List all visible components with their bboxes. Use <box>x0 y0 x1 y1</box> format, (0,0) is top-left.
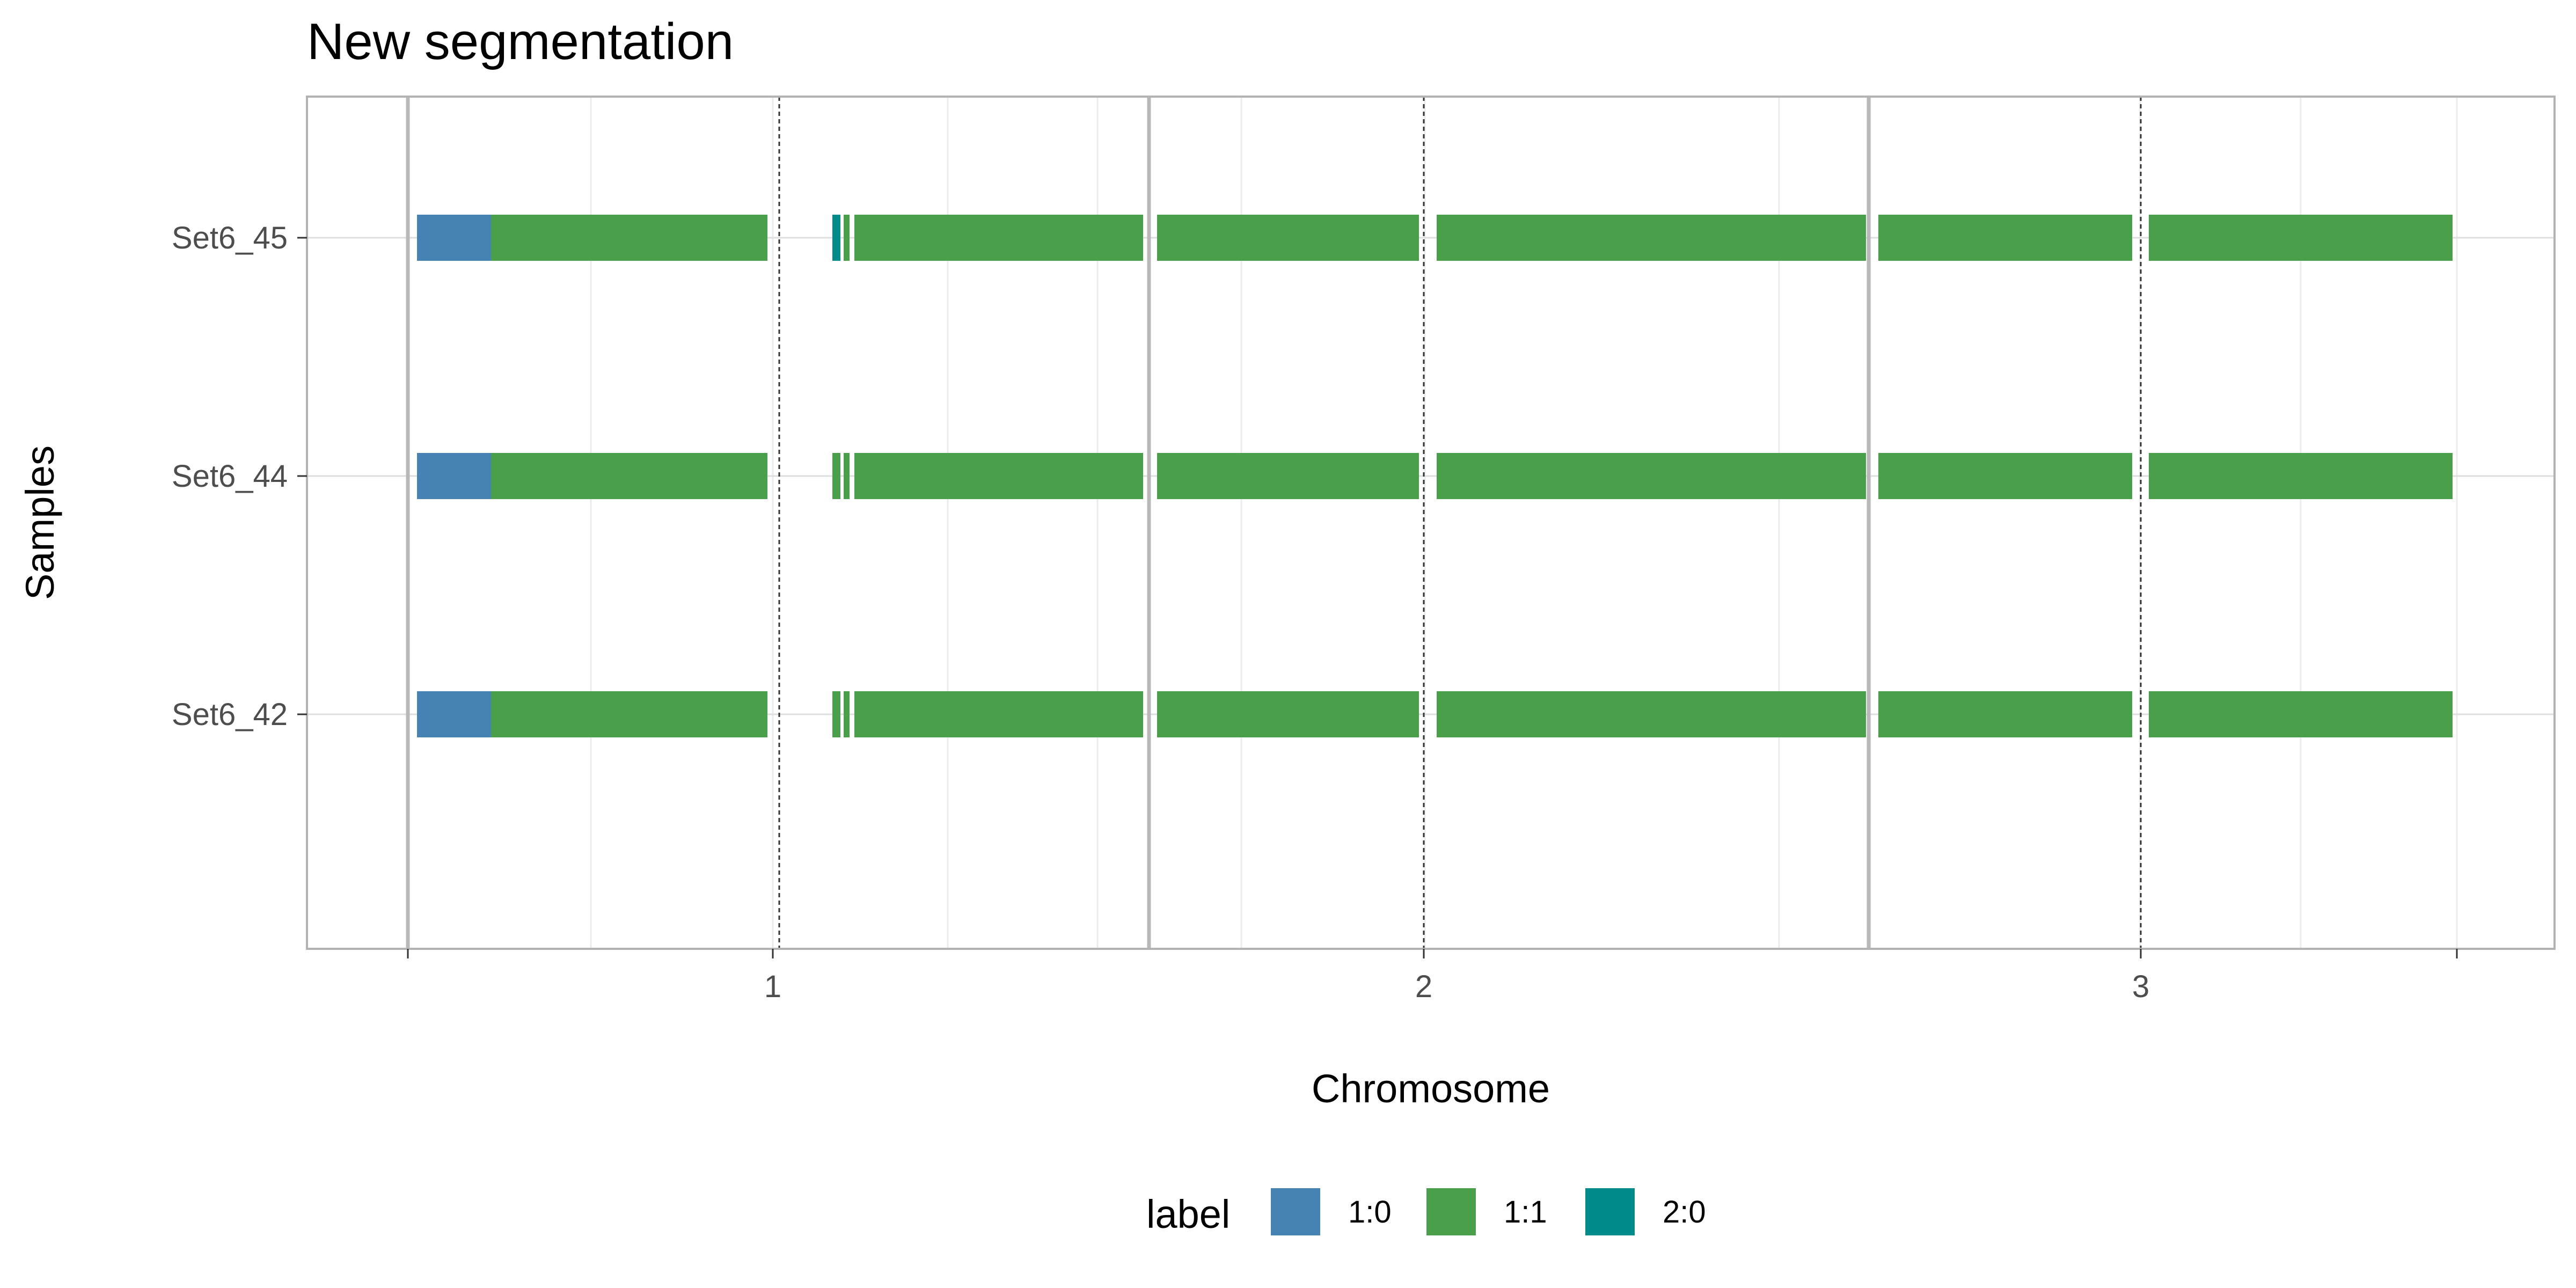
legend-item: 1:1 <box>1426 1188 1547 1235</box>
sample-row-set6-45 <box>417 215 2453 261</box>
chart-title: New segmentation <box>307 13 734 70</box>
legend: label 1:0 1:1 2:0 <box>1146 1188 1706 1236</box>
segments-layer <box>417 215 2453 737</box>
x-axis-ticks: 1 2 3 <box>407 949 2458 1004</box>
legend-title: label <box>1146 1192 1230 1236</box>
y-axis-title: Samples <box>18 445 62 600</box>
segment-bar <box>1437 453 1866 499</box>
segment-bar <box>1878 453 2132 499</box>
y-tick-label: Set6_42 <box>172 697 288 732</box>
x-axis-title: Chromosome <box>1312 1066 1550 1111</box>
legend-swatch <box>1271 1188 1320 1235</box>
y-axis-ticks: Set6_42 Set6_44 Set6_45 <box>172 221 307 732</box>
legend-swatch <box>1426 1188 1476 1235</box>
segment-bar <box>832 453 840 499</box>
segment-bar <box>854 215 1143 261</box>
segment-bar <box>417 215 491 261</box>
legend-item: 2:0 <box>1585 1188 1706 1235</box>
legend-items: 1:0 1:1 2:0 <box>1271 1188 1706 1235</box>
x-tick-label: 1 <box>764 969 781 1004</box>
legend-swatch <box>1585 1188 1635 1235</box>
segment-bar <box>844 453 850 499</box>
sample-row-set6-44 <box>417 453 2453 499</box>
segment-bar <box>854 453 1143 499</box>
legend-label: 2:0 <box>1663 1195 1706 1230</box>
plot-panel-border <box>306 96 2556 950</box>
segment-bar <box>491 453 767 499</box>
segment-bar <box>1437 215 1866 261</box>
segment-bar <box>1437 691 1866 737</box>
segment-bar <box>2149 691 2453 737</box>
y-tick-label: Set6_45 <box>172 221 288 255</box>
legend-label: 1:0 <box>1348 1195 1392 1230</box>
segment-bar <box>844 215 850 261</box>
segment-bar <box>1878 691 2132 737</box>
segment-bar <box>1157 691 1419 737</box>
segment-bar <box>844 691 850 737</box>
segment-bar <box>417 691 491 737</box>
legend-item: 1:0 <box>1271 1188 1392 1235</box>
segment-bar <box>417 453 491 499</box>
segment-bar <box>854 691 1143 737</box>
segment-bar <box>491 691 767 737</box>
segment-bar <box>1878 215 2132 261</box>
y-tick-label: Set6_44 <box>172 459 288 494</box>
legend-label: 1:1 <box>1504 1195 1547 1230</box>
segment-bar <box>2149 453 2453 499</box>
sample-row-set6-42 <box>417 691 2453 737</box>
segment-bar <box>1157 215 1419 261</box>
chromosome-boundaries <box>406 97 2142 949</box>
segment-bar <box>1157 453 1419 499</box>
segment-bar <box>2149 215 2453 261</box>
segment-bar <box>832 215 840 261</box>
x-tick-label: 2 <box>1415 969 1432 1004</box>
segment-bar <box>491 215 767 261</box>
x-tick-label: 3 <box>2132 969 2149 1004</box>
segment-bar <box>832 691 840 737</box>
